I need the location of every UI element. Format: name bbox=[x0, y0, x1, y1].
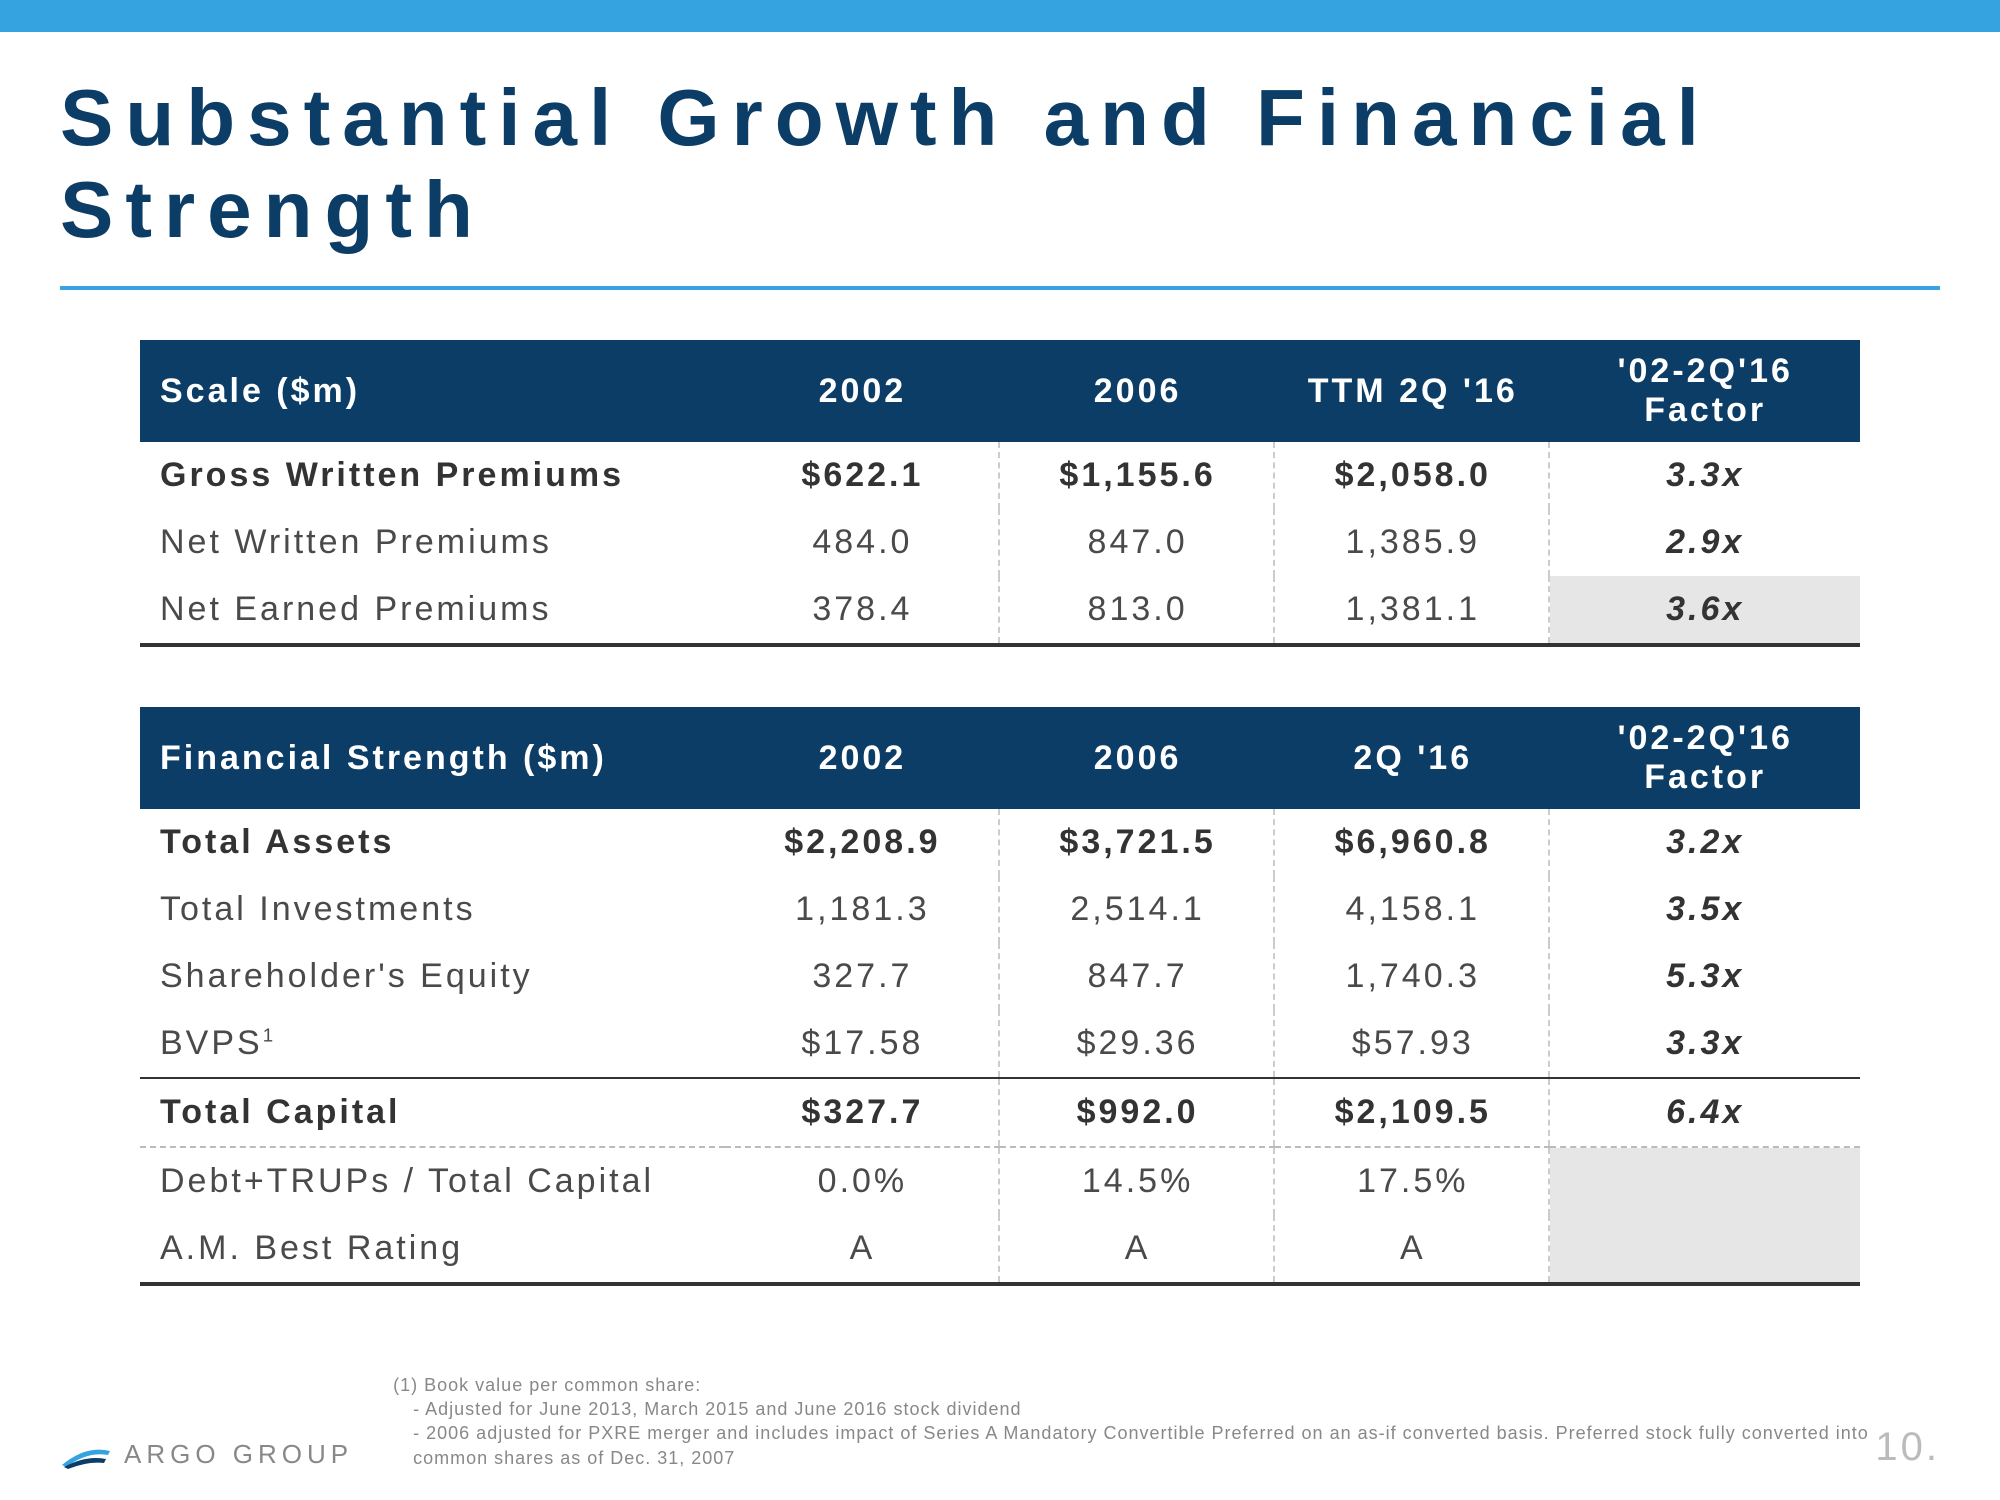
row-label: Net Earned Premiums bbox=[140, 576, 725, 645]
financial-strength-table: Financial Strength ($m) 2002 2006 2Q '16… bbox=[140, 707, 1860, 1286]
footnote-line: (1) Book value per common share: bbox=[393, 1373, 1875, 1397]
wing-icon bbox=[60, 1441, 112, 1469]
factor-cell: 3.3x bbox=[1550, 442, 1860, 509]
cell: 1,385.9 bbox=[1275, 509, 1550, 576]
col-header: 2Q '16 bbox=[1275, 707, 1550, 809]
factor-cell: 3.6x bbox=[1550, 576, 1860, 645]
cell: $622.1 bbox=[725, 442, 1000, 509]
factor-cell: 3.5x bbox=[1550, 876, 1860, 943]
row-label: Debt+TRUPs / Total Capital bbox=[140, 1147, 725, 1215]
cell: 1,181.3 bbox=[725, 876, 1000, 943]
col-header: 2006 bbox=[1000, 707, 1275, 809]
cell: 1,740.3 bbox=[1275, 943, 1550, 1010]
row-label: Total Investments bbox=[140, 876, 725, 943]
content-area: Scale ($m) 2002 2006 TTM 2Q '16 '02-2Q'1… bbox=[0, 290, 2000, 1286]
table-row: Net Earned Premiums 378.4 813.0 1,381.1 … bbox=[140, 576, 1860, 645]
cell: 17.5% bbox=[1275, 1147, 1550, 1215]
top-accent-bar bbox=[0, 0, 2000, 32]
footer: ARGO GROUP (1) Book value per common sha… bbox=[0, 1373, 2000, 1470]
footnote-line: - 2006 adjusted for PXRE merger and incl… bbox=[393, 1421, 1875, 1470]
row-label: Total Capital bbox=[140, 1078, 725, 1147]
table-row: Shareholder's Equity 327.7 847.7 1,740.3… bbox=[140, 943, 1860, 1010]
factor-cell bbox=[1550, 1147, 1860, 1215]
table-row: Total Assets $2,208.9 $3,721.5 $6,960.8 … bbox=[140, 809, 1860, 876]
footnote-line: - Adjusted for June 2013, March 2015 and… bbox=[393, 1397, 1875, 1421]
factor-cell: 3.2x bbox=[1550, 809, 1860, 876]
table-header-row: Scale ($m) 2002 2006 TTM 2Q '16 '02-2Q'1… bbox=[140, 340, 1860, 442]
col-header: Financial Strength ($m) bbox=[140, 707, 725, 809]
cell: $327.7 bbox=[725, 1078, 1000, 1147]
cell: $57.93 bbox=[1275, 1010, 1550, 1078]
cell: 4,158.1 bbox=[1275, 876, 1550, 943]
footnotes: (1) Book value per common share: - Adjus… bbox=[393, 1373, 1875, 1470]
cell: A bbox=[1000, 1215, 1275, 1284]
row-label: Net Written Premiums bbox=[140, 509, 725, 576]
factor-cell bbox=[1550, 1215, 1860, 1284]
factor-cell: 5.3x bbox=[1550, 943, 1860, 1010]
col-header: '02-2Q'16 Factor bbox=[1550, 340, 1860, 442]
logo-text: ARGO GROUP bbox=[124, 1439, 353, 1470]
col-header: Scale ($m) bbox=[140, 340, 725, 442]
cell: $17.58 bbox=[725, 1010, 1000, 1078]
col-header: 2002 bbox=[725, 340, 1000, 442]
cell: 484.0 bbox=[725, 509, 1000, 576]
cell: $29.36 bbox=[1000, 1010, 1275, 1078]
table-row: A.M. Best Rating A A A bbox=[140, 1215, 1860, 1284]
table-row: Debt+TRUPs / Total Capital 0.0% 14.5% 17… bbox=[140, 1147, 1860, 1215]
table-spacer bbox=[140, 647, 1860, 707]
cell: $6,960.8 bbox=[1275, 809, 1550, 876]
table-row: Gross Written Premiums $622.1 $1,155.6 $… bbox=[140, 442, 1860, 509]
row-label: A.M. Best Rating bbox=[140, 1215, 725, 1284]
row-label: Gross Written Premiums bbox=[140, 442, 725, 509]
cell: $2,058.0 bbox=[1275, 442, 1550, 509]
table-row: Total Investments 1,181.3 2,514.1 4,158.… bbox=[140, 876, 1860, 943]
scale-table: Scale ($m) 2002 2006 TTM 2Q '16 '02-2Q'1… bbox=[140, 340, 1860, 647]
cell: $2,208.9 bbox=[725, 809, 1000, 876]
cell: 847.0 bbox=[1000, 509, 1275, 576]
col-header: '02-2Q'16 Factor bbox=[1550, 707, 1860, 809]
table-header-row: Financial Strength ($m) 2002 2006 2Q '16… bbox=[140, 707, 1860, 809]
cell: 378.4 bbox=[725, 576, 1000, 645]
page-number: 10. bbox=[1875, 1425, 1940, 1470]
factor-cell: 3.3x bbox=[1550, 1010, 1860, 1078]
cell: $992.0 bbox=[1000, 1078, 1275, 1147]
table-row: BVPS1 $17.58 $29.36 $57.93 3.3x bbox=[140, 1010, 1860, 1078]
cell: $3,721.5 bbox=[1000, 809, 1275, 876]
factor-cell: 6.4x bbox=[1550, 1078, 1860, 1147]
table-row: Net Written Premiums 484.0 847.0 1,385.9… bbox=[140, 509, 1860, 576]
row-label: Shareholder's Equity bbox=[140, 943, 725, 1010]
factor-cell: 2.9x bbox=[1550, 509, 1860, 576]
table-row: Total Capital $327.7 $992.0 $2,109.5 6.4… bbox=[140, 1078, 1860, 1147]
cell: A bbox=[725, 1215, 1000, 1284]
row-label: BVPS1 bbox=[140, 1010, 725, 1078]
col-header: 2006 bbox=[1000, 340, 1275, 442]
cell: 14.5% bbox=[1000, 1147, 1275, 1215]
cell: $2,109.5 bbox=[1275, 1078, 1550, 1147]
cell: $1,155.6 bbox=[1000, 442, 1275, 509]
cell: 2,514.1 bbox=[1000, 876, 1275, 943]
cell: 847.7 bbox=[1000, 943, 1275, 1010]
cell: 0.0% bbox=[725, 1147, 1000, 1215]
col-header: TTM 2Q '16 bbox=[1275, 340, 1550, 442]
cell: 813.0 bbox=[1000, 576, 1275, 645]
col-header: 2002 bbox=[725, 707, 1000, 809]
page-title: Substantial Growth and Financial Strengt… bbox=[0, 32, 2000, 286]
row-label: Total Assets bbox=[140, 809, 725, 876]
company-logo: ARGO GROUP bbox=[60, 1439, 353, 1470]
cell: 327.7 bbox=[725, 943, 1000, 1010]
cell: A bbox=[1275, 1215, 1550, 1284]
cell: 1,381.1 bbox=[1275, 576, 1550, 645]
